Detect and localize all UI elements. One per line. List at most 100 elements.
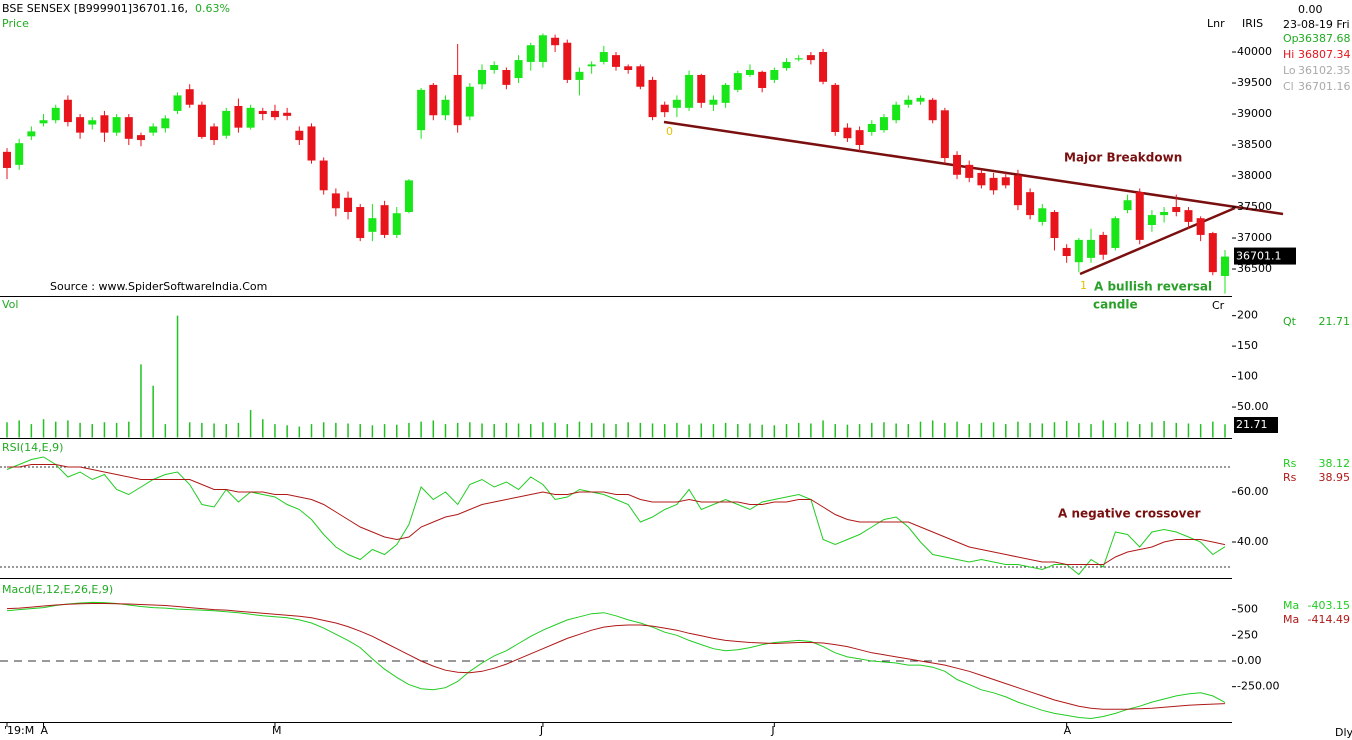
volume-bar: [700, 423, 703, 438]
candle-body: [1221, 256, 1229, 276]
y-tick-label: 60.00: [1237, 485, 1269, 498]
candle-body: [989, 177, 998, 191]
candle-body: [1087, 239, 1096, 258]
y-tick-label: 38500: [1237, 138, 1272, 151]
y-tick-label: 40000: [1237, 45, 1272, 58]
volume-bar: [944, 422, 946, 438]
volume-bar: [347, 423, 349, 438]
date: 23-08-19 Fri: [1283, 18, 1350, 31]
candle-body: [745, 70, 754, 75]
candle-body: [368, 218, 377, 232]
volume-bar: [456, 422, 459, 438]
volume-tag: [1234, 417, 1278, 433]
candle-body: [344, 197, 353, 212]
y-tick-label: 39000: [1237, 107, 1272, 120]
volume-bar: [785, 424, 788, 438]
candle-body: [928, 99, 937, 121]
candle-body: [1123, 200, 1132, 211]
candle-body: [1184, 210, 1193, 222]
volume-bar: [919, 421, 922, 438]
volume-bar: [578, 421, 581, 438]
price-tag: [1234, 247, 1296, 265]
volume-bar: [1199, 424, 1202, 438]
candle-body: [843, 127, 852, 139]
candle-body: [916, 97, 925, 102]
volume-bar: [274, 424, 276, 438]
candle-body: [197, 104, 206, 137]
volume-bar: [262, 419, 264, 438]
series-line: [6, 603, 1226, 710]
volume-bar: [493, 424, 495, 438]
candle-body: [685, 74, 694, 108]
panel-label: RSI(14,E,9): [2, 441, 63, 454]
volume-bar: [140, 364, 142, 438]
info-value: 36102.35: [1298, 64, 1351, 77]
volume-bar: [115, 422, 118, 438]
volume-bar: [980, 422, 983, 438]
candle-body: [587, 64, 596, 67]
volume-bar: [298, 426, 301, 438]
volume-bar: [286, 425, 288, 438]
candle-body: [173, 95, 182, 111]
chart-title: BSE SENSEX [B999901]36701.16,: [2, 2, 188, 15]
volume-bar: [639, 422, 642, 438]
candle-body: [1135, 192, 1144, 240]
volume-bar: [566, 424, 569, 438]
x-tick-label: J: [770, 724, 774, 737]
volume-bar: [603, 423, 605, 438]
candle-body: [417, 89, 426, 131]
volume-bar: [992, 422, 995, 438]
volume-bar: [359, 424, 361, 438]
y-tick-label: 37000: [1237, 231, 1272, 244]
trend-line: [1079, 206, 1236, 276]
candle-body: [136, 135, 145, 141]
candle-body: [892, 104, 901, 121]
candle-body: [356, 207, 365, 239]
volume-bar: [432, 420, 435, 438]
candle-body: [782, 61, 791, 69]
volume-bar: [1126, 421, 1129, 438]
volume-bar: [712, 424, 715, 438]
volume-bar: [322, 422, 325, 438]
panel-label: Macd(E,12,E,26,E,9): [2, 583, 113, 596]
candle-body: [112, 117, 121, 133]
volume-bar: [6, 422, 8, 438]
volume-bar: [907, 424, 910, 438]
candle-body: [831, 84, 840, 133]
x-tick-label: '19:M: [4, 724, 34, 737]
volume-tag-label: 21.71: [1236, 418, 1268, 431]
candle-body: [1099, 234, 1108, 255]
candle-body: [599, 52, 608, 62]
series-line: [7, 464, 1226, 565]
candle-body: [234, 105, 243, 128]
info-label: Op: [1283, 32, 1299, 45]
legend-value: 21.71: [1319, 315, 1351, 328]
x-tick-label: M: [272, 724, 282, 737]
volume-bar: [420, 421, 422, 438]
candle-body: [478, 70, 487, 85]
y-tick-label: 200: [1237, 309, 1258, 322]
candle-body: [1160, 211, 1169, 216]
candle-body: [697, 74, 706, 103]
y-tick-label: 39500: [1237, 76, 1272, 89]
y-tick-label: 36500: [1237, 262, 1272, 275]
volume-bar: [1005, 424, 1007, 438]
candle-body: [380, 205, 389, 235]
candle-body: [15, 143, 24, 165]
y-tick-label: 150: [1237, 339, 1258, 352]
volume-bar: [237, 422, 240, 438]
volume-bar: [1138, 424, 1141, 438]
wave-label: 1: [1080, 279, 1087, 292]
y-tick-label: 40.00: [1237, 535, 1269, 548]
cursor-label: Cr: [1212, 299, 1225, 312]
volume-bar: [895, 423, 897, 438]
series-line: [6, 601, 1226, 720]
volume-bar: [396, 424, 398, 438]
candle-body: [1038, 208, 1047, 222]
legend-name: Qt: [1283, 315, 1297, 328]
legend-value: -403.15: [1308, 599, 1350, 612]
candle-body: [1172, 207, 1181, 212]
panel-label: Vol: [2, 298, 18, 311]
volume-bar: [737, 424, 739, 438]
candle-body: [392, 213, 401, 235]
